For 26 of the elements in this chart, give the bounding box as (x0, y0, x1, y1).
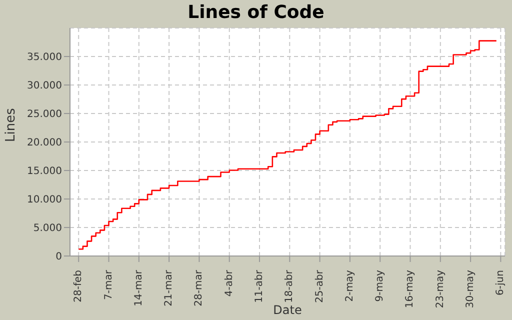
y-tick-label: 15.000 (27, 166, 62, 178)
x-tick-label: 9-may (374, 270, 386, 302)
x-tick-label: 28-feb (73, 270, 84, 302)
y-tick-label: 5.000 (33, 223, 62, 234)
x-tick-label: 18-abr (284, 269, 296, 303)
x-tick-label: 21-mar (164, 269, 175, 306)
x-tick-label: 14-mar (133, 269, 144, 306)
y-tick-label: 30.000 (27, 80, 62, 92)
y-tick-label: 20.000 (27, 138, 62, 149)
x-tick-label: 28-mar (194, 269, 205, 306)
x-tick-label: 11-abr (254, 269, 266, 303)
x-tick-label: 6-jun (495, 270, 506, 296)
x-tick-label: 2-may (344, 270, 356, 302)
x-tick-label: 25-abr (314, 269, 326, 303)
x-tick-label: 30-may (465, 270, 476, 308)
chart-title: Lines of Code (186, 2, 326, 23)
y-tick-label: 0 (56, 252, 62, 263)
y-tick-label: 10.000 (27, 194, 62, 206)
y-tick-label: 25.000 (27, 109, 62, 120)
x-tick-label: 23-may (434, 270, 446, 308)
x-axis-title: Date (273, 303, 302, 317)
x-tick-label: 4-abr (224, 269, 235, 297)
y-axis-title: Lines (4, 108, 19, 142)
x-tick-label: 16-may (404, 270, 416, 308)
y-tick-label: 35.000 (27, 52, 62, 64)
x-tick-label: 7-mar (103, 269, 114, 300)
